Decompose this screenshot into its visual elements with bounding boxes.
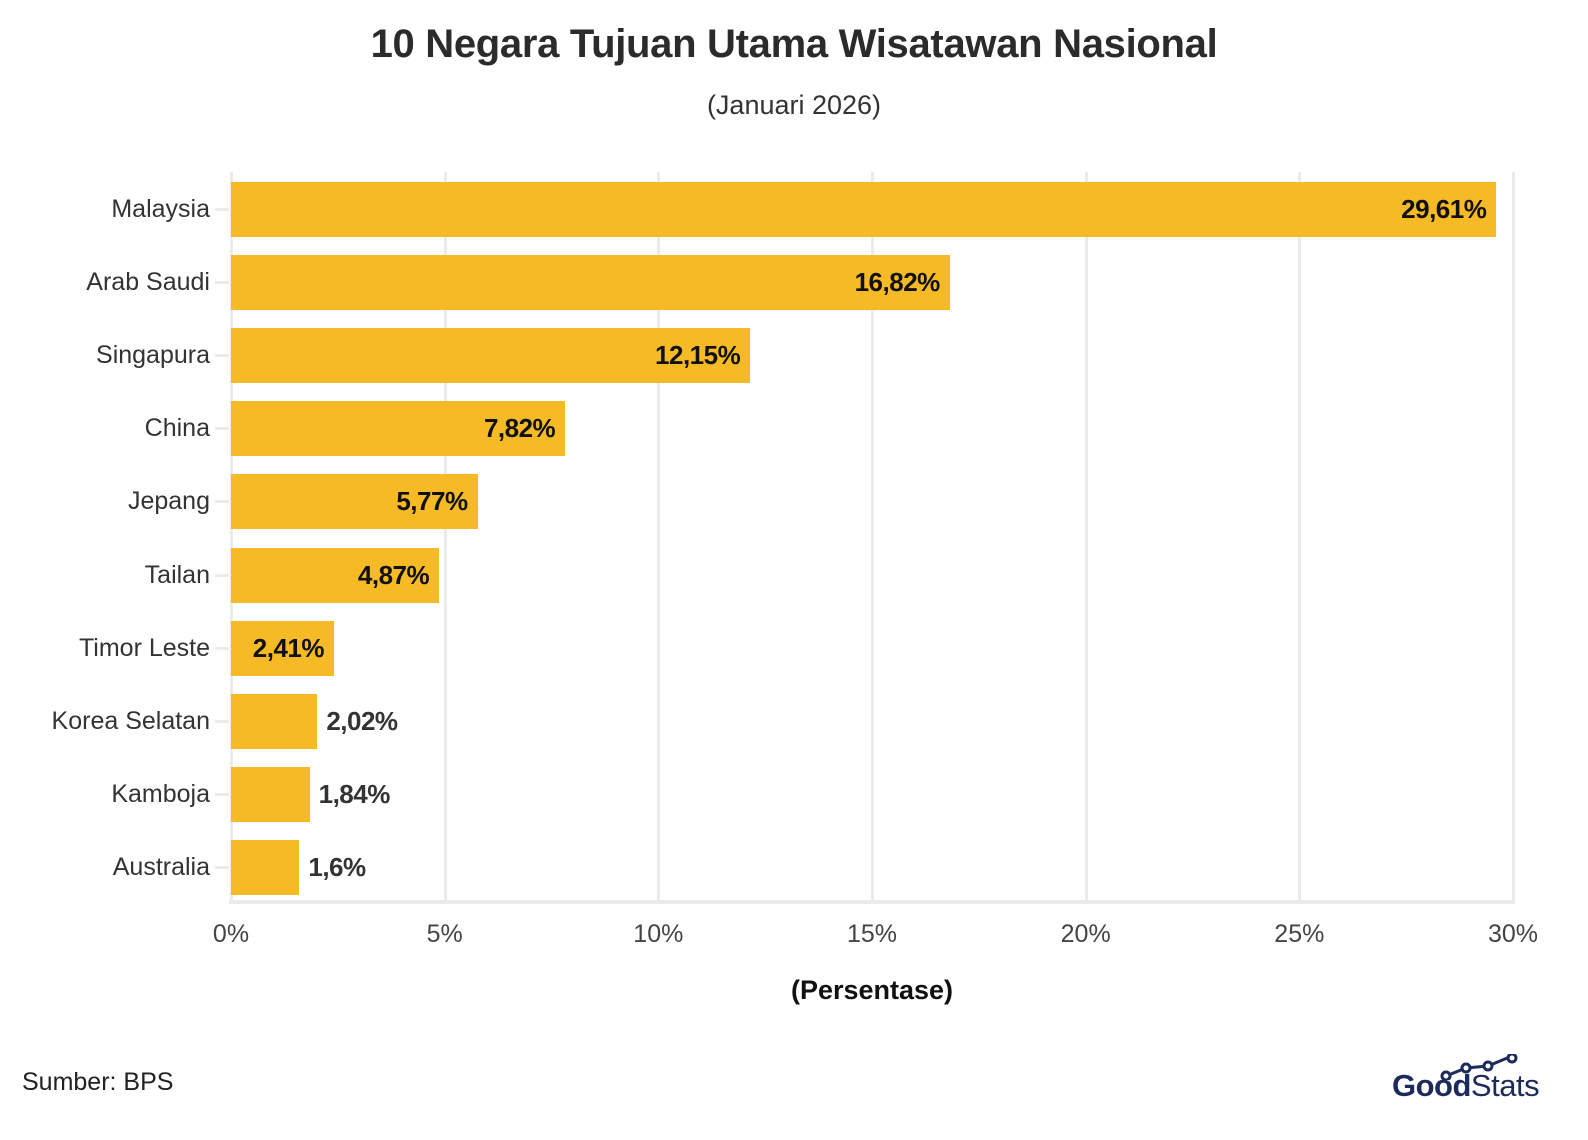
y-tick <box>215 646 229 650</box>
bar-australia <box>231 839 300 895</box>
gridline <box>443 172 447 904</box>
gridline <box>230 172 233 904</box>
source-note: Sumber: BPS <box>22 1068 174 1096</box>
goodstats-logo: GoodStats <box>1392 1054 1552 1108</box>
x-tick-label: 30% <box>1487 920 1539 948</box>
y-axis-label: Korea Selatan <box>51 706 210 735</box>
bar-malaysia <box>231 182 1497 237</box>
gridline <box>1084 172 1088 904</box>
bar-kamboja <box>231 766 310 822</box>
bar-arab-saudi <box>231 255 950 311</box>
y-axis-label: Singapura <box>96 341 210 370</box>
y-axis-label: Australia <box>112 852 210 881</box>
y-tick <box>215 354 229 358</box>
bar-value-label: 29,61% <box>1401 194 1487 224</box>
bar-timor-leste <box>231 620 334 676</box>
gridline <box>1512 172 1515 904</box>
y-axis-label: Timor Leste <box>78 633 210 662</box>
y-tick <box>215 500 229 504</box>
x-tick-label: 10% <box>633 920 684 948</box>
bar-value-label: 1,6% <box>308 851 366 882</box>
trend-line-icon <box>1440 1054 1518 1080</box>
x-axis-line <box>229 900 1513 904</box>
gridline <box>1298 172 1302 904</box>
y-tick <box>215 427 229 431</box>
chart-title: 10 Negara Tujuan Utama Wisatawan Nasiona… <box>370 22 1218 66</box>
bar-value-label: 1,84% <box>318 778 391 809</box>
x-tick-label: 0% <box>212 920 250 948</box>
y-axis-label: Malaysia <box>111 195 210 223</box>
bar-value-label: 5,77% <box>396 486 468 517</box>
y-axis-label: Arab Saudi <box>86 268 210 297</box>
chart-subtitle: (Januari 2026) <box>706 90 882 120</box>
bar-tailan <box>231 547 440 603</box>
y-tick <box>215 719 229 723</box>
gridline <box>657 172 661 904</box>
bar-value-label: 16,82% <box>854 267 941 298</box>
bar-china <box>231 401 566 457</box>
y-axis-label: Jepang <box>127 487 210 516</box>
bar-value-label: 4,87% <box>357 559 430 590</box>
x-tick-label: 15% <box>846 920 898 948</box>
x-tick-label: 25% <box>1274 920 1325 948</box>
x-axis-label: (Persentase) <box>790 975 954 1005</box>
bar-korea-selatan <box>231 693 318 749</box>
bar-value-label: 12,15% <box>655 340 741 371</box>
bar-value-label: 2,41% <box>252 632 325 663</box>
bar-singapura <box>231 328 751 384</box>
y-tick <box>215 792 229 796</box>
x-tick-label: 20% <box>1060 920 1111 948</box>
x-tick-label: 5% <box>426 920 463 948</box>
gridline <box>871 172 874 904</box>
bar-value-label: 7,82% <box>483 413 556 444</box>
bar-value-label: 2,02% <box>326 705 398 736</box>
bar-jepang <box>231 474 478 530</box>
logo-text: GoodStats <box>1392 1068 1540 1103</box>
y-tick <box>215 208 229 211</box>
y-axis-label: China <box>144 414 210 443</box>
y-axis-label: Kamboja <box>111 779 210 808</box>
y-tick <box>215 573 229 577</box>
plot-area: 29,61% 16,82% 12,15% 7,82% 5,77% 4,87% 2,41% 2,… <box>215 172 1515 904</box>
y-axis-label: Tailan <box>144 560 210 589</box>
y-tick <box>215 281 229 285</box>
y-tick <box>215 865 229 869</box>
